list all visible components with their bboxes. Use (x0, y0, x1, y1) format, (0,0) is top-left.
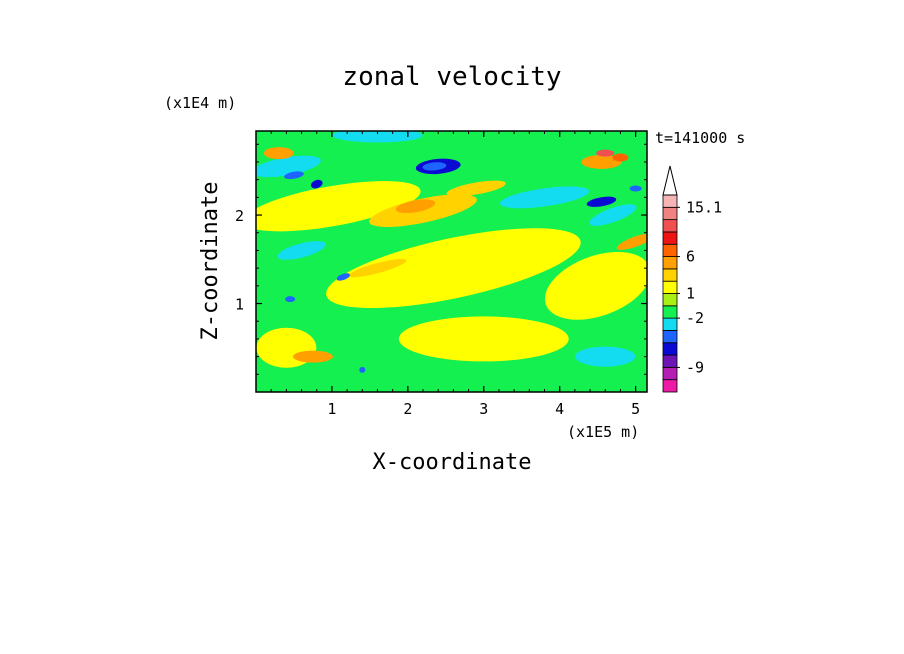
colorbar-segment (662, 379, 678, 393)
contour-region (292, 350, 333, 363)
contour-region (616, 233, 647, 250)
contour-region (575, 346, 636, 367)
colorbar-segment (662, 293, 678, 307)
contour-region (285, 296, 296, 303)
colorbar-segment (662, 317, 678, 331)
colorbar-segment (662, 206, 678, 221)
colorbar-segment (662, 342, 678, 356)
colorbar-segment (662, 305, 678, 319)
contour-region (263, 147, 294, 160)
contour-region (589, 204, 637, 226)
contour-region (310, 179, 323, 189)
y-unit-label: (x1E4 m) (164, 94, 236, 112)
y-tick-label: 2 (235, 207, 244, 225)
colorbar-segment (662, 366, 678, 381)
x-tick-label: 2 (403, 400, 412, 418)
colorbar-label: 1 (686, 285, 695, 303)
contour-region (499, 186, 590, 209)
contour-region (277, 241, 326, 260)
colorbar-segment (662, 268, 678, 282)
contour-region (422, 162, 447, 171)
colorbar-segment (662, 219, 678, 233)
contour-region (326, 228, 581, 309)
colorbar-segment (662, 280, 678, 294)
contour-region (596, 149, 615, 157)
x-tick-label: 1 (327, 400, 336, 418)
colorbar-label: -9 (686, 358, 704, 376)
contour-region (446, 180, 506, 197)
colorbar-label: -2 (686, 309, 704, 327)
colorbar-segment (662, 194, 678, 208)
colorbar-label: 15.1 (686, 198, 722, 216)
contour-region (581, 154, 622, 169)
colorbar: 15.1 6 1 -2 -9 (662, 165, 722, 393)
y-axis-label: Z-coordinate (198, 182, 223, 341)
colorbar-label: 6 (686, 248, 695, 266)
chart-title: zonal velocity (342, 62, 561, 92)
x-tick-label: 4 (555, 400, 564, 418)
contour-region (398, 316, 569, 362)
contour-region (586, 196, 617, 207)
contour-region (256, 155, 321, 178)
contour-region (332, 131, 423, 143)
colorbar-segment (662, 330, 678, 344)
contour-region (336, 273, 350, 281)
x-unit-label: (x1E5 m) (567, 423, 639, 441)
contour-region (629, 185, 642, 192)
contour-region (359, 366, 366, 373)
contour-region (612, 153, 629, 162)
axes: 1 2 3 4 5 1 2 (235, 131, 647, 418)
contour-region (395, 199, 436, 214)
plot-frame (255, 130, 648, 393)
contour-region (284, 171, 304, 180)
contour-region (348, 258, 407, 278)
x-axis-label: X-coordinate (373, 450, 532, 475)
x-tick-label: 3 (479, 400, 488, 418)
colorbar-arrow (662, 165, 678, 196)
contour-field (256, 131, 647, 392)
colorbar-segment (662, 256, 678, 270)
contour-region (369, 194, 477, 228)
contour-region (256, 181, 421, 232)
x-tick-label: 5 (631, 400, 640, 418)
y-tick-label: 1 (235, 296, 244, 314)
time-label: t=141000 s (655, 129, 745, 147)
contour-region (544, 251, 647, 320)
colorbar-segment (662, 231, 678, 245)
colorbar-segment (662, 354, 678, 368)
colorbar-segment (662, 243, 678, 257)
